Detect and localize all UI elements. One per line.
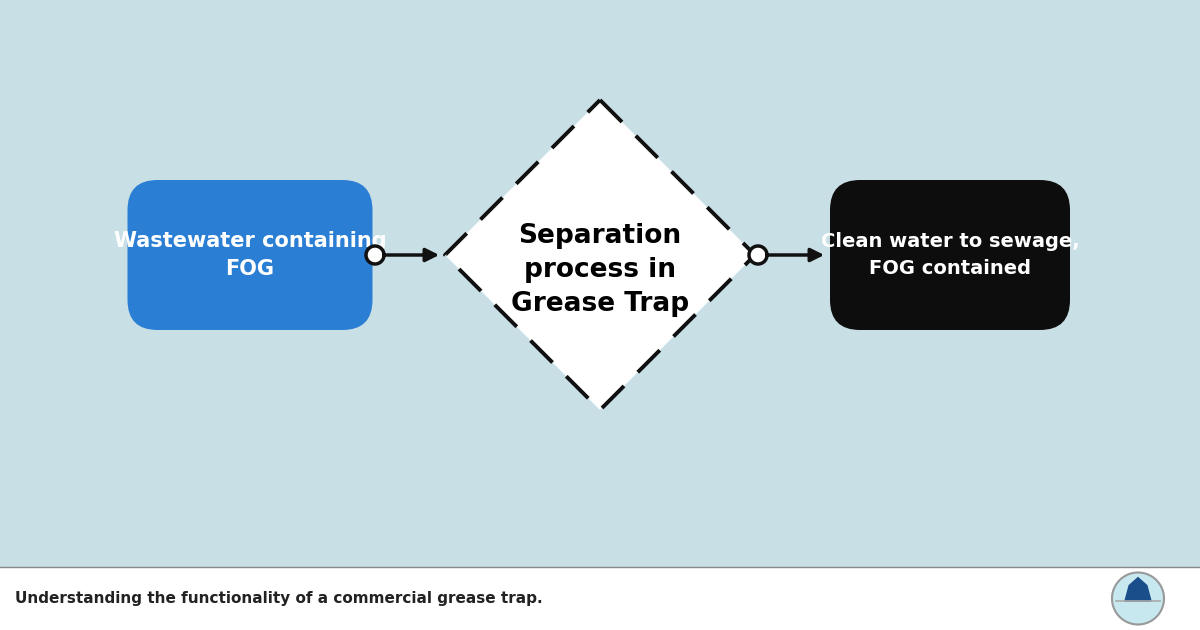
Text: Separation
process in
Grease Trap: Separation process in Grease Trap [511, 223, 689, 317]
Polygon shape [1126, 578, 1151, 601]
FancyBboxPatch shape [830, 180, 1070, 330]
Polygon shape [749, 246, 767, 264]
Text: Wastewater containing
FOG: Wastewater containing FOG [114, 231, 386, 279]
Text: Understanding the functionality of a commercial grease trap.: Understanding the functionality of a com… [14, 591, 542, 606]
Polygon shape [1112, 573, 1164, 624]
Polygon shape [366, 246, 384, 264]
FancyBboxPatch shape [127, 180, 372, 330]
Text: Clean water to sewage,
FOG contained: Clean water to sewage, FOG contained [821, 232, 1079, 278]
Bar [0, 567, 1200, 630]
Polygon shape [445, 100, 755, 410]
